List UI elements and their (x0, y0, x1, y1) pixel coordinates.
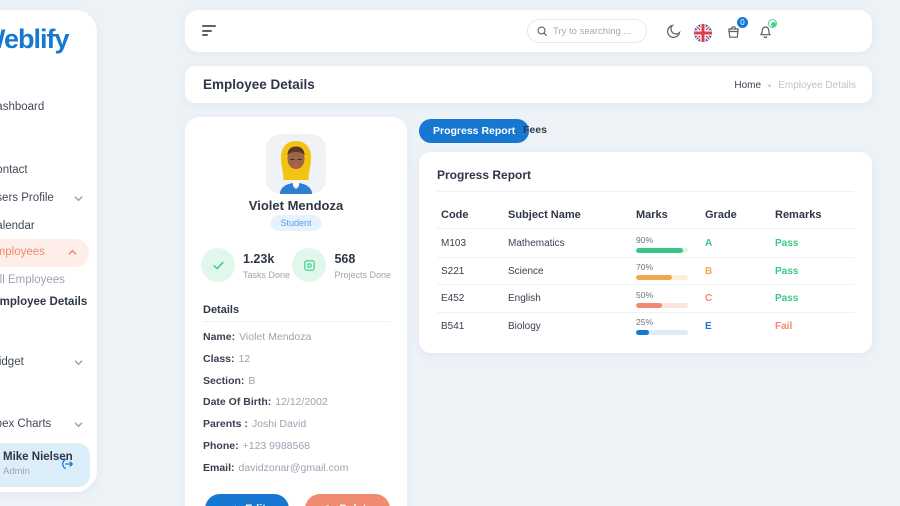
marks-cell: 50% (636, 290, 705, 308)
search-box[interactable] (527, 19, 647, 43)
divider (203, 321, 390, 322)
table-header-row: Code Subject Name Marks Grade Remarks (441, 206, 854, 224)
divider (437, 228, 854, 229)
sidebar: Weblify Dashboard Contact Users Profile … (0, 10, 97, 492)
remark-value: Pass (775, 265, 799, 277)
dark-mode-icon[interactable] (665, 23, 682, 40)
sidebar-item-employee-details[interactable]: Employee Details (0, 296, 88, 308)
progress-bar (636, 275, 688, 281)
field-name: Name: Violet Mendoza (203, 331, 312, 343)
sidebar-item-widget[interactable]: Widget (0, 353, 97, 373)
sidebar-item-all-employees[interactable]: All Employees (0, 274, 65, 286)
app-logo: Weblify (0, 24, 70, 54)
progress-bar (636, 330, 688, 336)
divider (437, 311, 854, 313)
grade-value: E (705, 320, 712, 332)
remark-value: Pass (775, 293, 799, 305)
employee-stats: 1.23k Tasks Done 568 Projects Done (201, 248, 391, 282)
divider (437, 191, 854, 192)
edit-button[interactable]: Edit (205, 494, 289, 506)
employee-profile-card: Violet Mendoza Student 1.23k Tasks Done … (185, 117, 407, 506)
grade-value: C (705, 293, 713, 305)
menu-toggle-icon[interactable] (202, 25, 218, 37)
col-code: Code (441, 209, 469, 221)
divider (437, 284, 854, 285)
sidebar-item-calendar[interactable]: Calendar (0, 220, 35, 232)
divider (437, 256, 854, 258)
check-icon (201, 248, 235, 282)
sidebar-item-apex-charts[interactable]: Apex Charts (0, 415, 97, 435)
chevron-up-icon (68, 248, 77, 257)
sidebar-user-role: Admin (3, 466, 30, 477)
stat-tasks-done: 1.23k Tasks Done (201, 248, 292, 282)
table-row: S221 Science 70% B Pass (437, 258, 854, 285)
chevron-down-icon (74, 420, 83, 429)
field-email: Email: davidzonar@gmail.com (203, 461, 349, 474)
chevron-down-icon (74, 194, 83, 203)
sidebar-item-dashboard[interactable]: Dashboard (0, 101, 45, 113)
marks-cell: 90% (636, 235, 705, 253)
progress-bar (636, 247, 688, 253)
cart-badge: 0 (736, 16, 749, 29)
table-row: E452 English 50% C Pass (437, 285, 854, 313)
breadcrumb-separator: • (768, 80, 772, 91)
delete-button[interactable]: Delete (305, 494, 390, 506)
employee-avatar (266, 134, 326, 194)
notification-dot (768, 19, 777, 28)
details-heading: Details (203, 304, 240, 316)
remark-value: Fail (775, 320, 793, 332)
field-parents: Parents : Joshi David (203, 418, 307, 431)
marks-cell: 70% (636, 262, 705, 281)
grade-value: A (705, 238, 713, 250)
tab-fees[interactable]: Fees (523, 124, 547, 136)
logout-icon[interactable] (59, 456, 75, 472)
page-title: Employee Details (203, 77, 315, 92)
sidebar-item-users-profile[interactable]: Users Profile (0, 189, 97, 209)
marks-cell: 25% (636, 317, 705, 336)
sidebar-item-contact[interactable]: Contact (0, 164, 28, 176)
page-title-bar: Employee Details Home • Employee Details (185, 66, 872, 103)
grade-value: B (705, 265, 713, 277)
sidebar-item-employees[interactable]: Employees (0, 239, 89, 267)
table-row: B541 Biology 25% E Fail (441, 313, 854, 341)
breadcrumb: Home • Employee Details (734, 80, 856, 91)
field-class: Class: 12 (203, 352, 251, 365)
employee-name: Violet Mendoza (248, 198, 344, 213)
package-icon (292, 248, 327, 282)
notifications-bell-icon[interactable] (757, 19, 777, 40)
col-grade: Grade (705, 209, 737, 221)
language-flag-icon[interactable] (694, 24, 712, 42)
field-dob: Date Of Birth: 12/12/2002 (203, 396, 328, 409)
table-row: M103 Mathematics 90% A Pass (437, 230, 854, 258)
sidebar-user-name: Mike Nielsen (3, 451, 73, 463)
stat-projects-done: 568 Projects Done (292, 248, 391, 282)
cart-icon[interactable]: 0 (725, 16, 749, 40)
breadcrumb-home[interactable]: Home (734, 80, 762, 91)
search-icon (536, 25, 548, 37)
top-header: 0 Mike Nielsen Admin (185, 10, 872, 52)
trash-icon (322, 504, 333, 506)
employee-details-list: Name: Violet Mendoza Class: 12 Section: B D… (203, 331, 348, 484)
sidebar-user-card[interactable]: Mike Nielsen Admin (0, 443, 90, 487)
remark-value: Pass (775, 238, 799, 250)
employee-role-badge: Student (270, 215, 322, 231)
chevron-down-icon (74, 358, 83, 367)
report-title: Progress Report (437, 168, 532, 182)
field-section: Section: B (203, 374, 256, 387)
progress-report-card: Progress Report Code Subject Name Marks … (419, 152, 872, 353)
tab-progress-report[interactable]: Progress Report (419, 119, 530, 143)
search-input[interactable] (553, 25, 638, 37)
col-subject: Subject Name (508, 209, 581, 221)
col-remarks: Remarks (775, 209, 822, 221)
breadcrumb-current: Employee Details (778, 80, 856, 91)
col-marks: Marks (636, 209, 668, 221)
field-phone: Phone: +123 9988568 (203, 439, 311, 452)
progress-bar (636, 302, 688, 308)
